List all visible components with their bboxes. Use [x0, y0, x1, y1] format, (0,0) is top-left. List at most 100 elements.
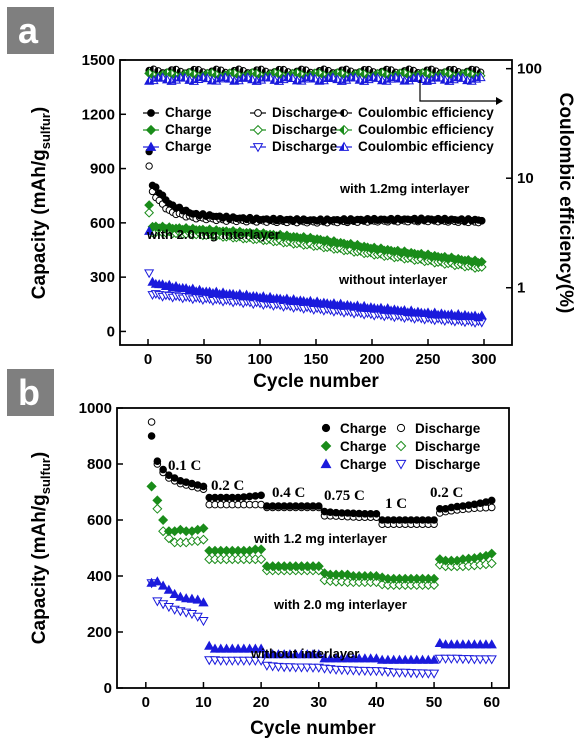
panel-a-ce-point-half	[427, 75, 432, 84]
panel-a-legend-label: Discharge	[272, 105, 338, 120]
panel-b-y-tick-label: 600	[87, 512, 112, 529]
panel-a-x-ticks: 0 50 100 150 200 250 300	[144, 339, 497, 368]
panel-a-ce-point-half	[440, 68, 445, 78]
panel-a-legend-marker-half	[339, 142, 344, 151]
panel-b-charge-point	[152, 495, 163, 506]
panel-a-ce-point-half	[230, 69, 235, 78]
panel-a-ce-point-half	[212, 76, 217, 85]
panel-a-ce-point-half	[292, 76, 297, 84]
panel-a-ce-point-half	[445, 69, 450, 79]
panel-a-ce-point-half	[158, 73, 163, 81]
panel-b-x-tick-label: 40	[368, 694, 385, 711]
panel-b-discharge-point	[198, 617, 209, 627]
panel-a-ce-point-half	[154, 67, 159, 74]
panel-a: a 0 50 100 150 200 250 300 030060090012001500 …	[7, 7, 574, 392]
panel-a-ce-point-half	[167, 77, 172, 85]
panel-b-discharge-point	[486, 655, 497, 665]
panel-b-discharge-point	[486, 558, 497, 569]
panel-a-ce-point-half	[404, 76, 409, 84]
panel-a-x-tick-label: 100	[247, 351, 272, 368]
panel-a-legend-marker	[252, 124, 264, 136]
panel-b-charge-point	[147, 432, 156, 440]
panel-a-ce-point-half	[144, 69, 150, 78]
panel-a-ce-point-half	[162, 68, 168, 78]
panel-a-ce-point-half	[221, 73, 226, 81]
panel-b-charge-point	[256, 544, 267, 555]
panel-a-ce-point-half	[333, 75, 338, 83]
panel-a-discharge-point	[144, 269, 155, 279]
panel-a-legend-label: Charge	[165, 139, 212, 154]
panel-b-x-tick-label: 50	[426, 694, 443, 711]
panel-a-charge-point	[478, 216, 486, 225]
panel-b-plot-frame	[116, 407, 510, 689]
panel-b-legend-label: Charge	[340, 457, 387, 472]
panel-a-x-tick-label: 0	[144, 351, 152, 368]
panel-a-ce-point-half	[365, 66, 369, 73]
panel-a-ce-point-half	[418, 68, 423, 78]
panel-b-x-tick-label: 0	[142, 694, 150, 711]
panel-a-ce-point-half	[217, 66, 221, 74]
panel-b-y-tick-label: 400	[87, 568, 112, 585]
panel-a-ce-point-half	[410, 67, 414, 74]
panel-a-ce-point-half	[149, 76, 154, 84]
panel-a-legend-label: Coulombic efficiency	[358, 139, 494, 154]
panel-b-discharge-point	[147, 418, 156, 426]
panel-a-ce-point-half	[247, 75, 253, 83]
panel-b-legend-marker	[395, 440, 407, 452]
panel-b-charge-point	[429, 573, 440, 584]
panel-a-ce-point-half	[471, 74, 477, 83]
panel-a-ce-point-half	[283, 73, 288, 81]
panel-a-ce-point-half	[274, 70, 280, 79]
panel-b-discharge-point	[152, 503, 163, 514]
panel-b: b 0 10 20 30 40 50 60 0 200 400 600 800 1000 Cycle …	[7, 369, 510, 739]
panel-b-annotation-1.2mg: with 1.2 mg interlayer	[253, 531, 387, 546]
panel-a-ce-point-half	[189, 70, 194, 79]
panel-a-ce-point-half	[195, 66, 199, 73]
panel-a-ce-point-half	[325, 67, 329, 74]
panel-a-legend-marker	[145, 141, 157, 151]
panel-a-ce-point-half	[431, 73, 436, 82]
panel-a-badge	[7, 7, 54, 54]
panel-b-x-tick-label: 30	[310, 694, 327, 711]
panel-b-charge-point	[181, 593, 192, 603]
panel-a-x-axis-title: Cycle number	[253, 371, 379, 392]
panel-b-charge-point	[487, 496, 496, 505]
panel-b-charge-point	[169, 588, 180, 598]
panel-a-ce-point-half	[476, 73, 481, 81]
panel-a-y-ticks: 0 300 600 900 1200 1500	[82, 52, 126, 340]
panel-b-legend: Charge Discharge Charge Discharge Charge Disc…	[320, 421, 481, 472]
panel-b-discharge-point	[429, 579, 440, 590]
panel-a-ce-point-half	[252, 69, 257, 78]
panel-b-charge-point	[146, 481, 157, 492]
panel-a-ce-point-half	[144, 76, 150, 85]
panel-a-legend-label: Charge	[165, 105, 212, 120]
panel-a-ce-point-half	[172, 66, 176, 73]
panel-a-y2-tick-label: 10	[517, 170, 534, 187]
panel-b-discharge-point	[487, 503, 496, 512]
panel-a-ce-point-half	[180, 73, 185, 82]
panel-a-ce-point-half	[351, 73, 356, 81]
panel-a-x-tick-label: 200	[359, 351, 384, 368]
panel-a-y-tick-label: 1200	[82, 106, 115, 123]
panel-a-y-tick-label: 900	[90, 161, 115, 178]
panel-b-marks	[146, 418, 497, 679]
panel-b-y-tick-label: 1000	[79, 400, 112, 417]
panel-b-charge-point	[371, 570, 382, 582]
panel-a-ce-point-half	[463, 68, 468, 78]
panel-a-ce-point-half	[319, 76, 324, 84]
panel-a-y2-ticks: 1 10 100	[506, 61, 542, 297]
panel-b-charge-point	[158, 514, 169, 526]
panel-a-ce-point-half	[225, 69, 230, 78]
panel-a-x-tick-label: 150	[303, 351, 328, 368]
panel-a-y-tick-label: 1500	[82, 52, 115, 69]
panel-a-ce-point-half	[467, 70, 472, 79]
panel-b-legend-marker	[321, 423, 331, 433]
panel-a-ce-point-half	[261, 73, 266, 81]
panel-a-ce-point-half	[463, 76, 468, 84]
panel-a-legend-marker	[254, 109, 262, 117]
panel-a-ce-point-half	[234, 76, 239, 84]
panel-b-badge-label: b	[18, 372, 40, 413]
panel-a-y-axis-title: Capacity (mAh/gsulfur)	[29, 107, 53, 299]
panel-b-charge-point	[186, 593, 198, 603]
panel-a-y-tick-label: 300	[90, 269, 115, 286]
